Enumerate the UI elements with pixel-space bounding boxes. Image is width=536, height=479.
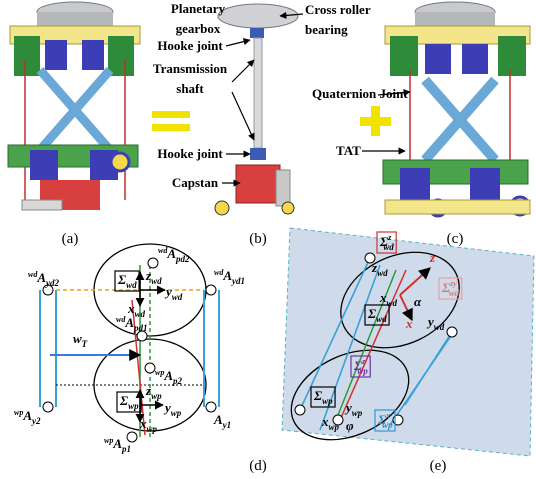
label-sub: wd: [383, 242, 394, 252]
math-label: zwd: [145, 268, 162, 286]
label-sub: wd: [135, 309, 146, 319]
callout-line: bearing: [305, 22, 348, 37]
robot-rendering-c: [383, 2, 530, 216]
math-label: Σwd: [117, 272, 137, 290]
label-sub: yd1: [231, 276, 245, 286]
label-sub: wp: [171, 408, 182, 418]
label-sub: wd: [151, 276, 162, 286]
math-label: Ay1: [213, 412, 231, 430]
label-sub: T: [82, 339, 88, 349]
label-sub: wp: [147, 424, 158, 434]
label-base: A: [112, 436, 122, 451]
math-label: wT: [73, 331, 88, 349]
equals-sign: [152, 111, 190, 118]
label-sup: zy: [449, 279, 457, 288]
label-base: Σ: [119, 393, 128, 408]
label-sub: wp: [151, 391, 162, 401]
label-sub: pd2: [175, 254, 190, 264]
label-sub: wd: [172, 292, 183, 302]
label-sup: x: [385, 411, 390, 420]
label-base: Σ: [313, 388, 322, 403]
panel-label: (b): [249, 231, 267, 247]
label-base: A: [36, 270, 46, 285]
callout: Cross roller bearing: [305, 2, 371, 37]
math-label: α: [414, 294, 422, 309]
math-label: ywd: [164, 284, 183, 302]
label-sub: wd: [449, 288, 460, 298]
math-label: xwp: [139, 416, 158, 434]
label-sub: wd: [434, 322, 445, 332]
label-base: A: [124, 315, 134, 330]
diagram-e: [277, 228, 534, 457]
math-label: z: [429, 250, 436, 265]
label-pre: wp: [14, 408, 23, 417]
label-base: α: [414, 294, 422, 309]
math-label: wdAyd1: [214, 268, 245, 286]
label-sub: y1: [222, 420, 232, 430]
label-pre: wp: [104, 436, 113, 445]
callout: TAT: [336, 143, 361, 158]
plus-sign: [360, 117, 391, 126]
label-base: w: [73, 331, 82, 346]
label-sub: wd: [387, 298, 398, 308]
callout-arrow: [226, 40, 250, 46]
label-sub: wp: [128, 401, 139, 411]
math-label: Σwp: [119, 393, 139, 411]
callout-line: Hooke joint: [157, 38, 223, 53]
label-base: A: [22, 408, 32, 423]
figure: (a) (b) (c) (d) (e) Planetary gearbox Cross rol…: [0, 0, 536, 479]
label-sub: wd: [376, 314, 387, 324]
math-label: wpAy2: [14, 408, 41, 426]
label-base: Σ: [117, 272, 126, 287]
label-sub: wp: [357, 366, 368, 376]
label-base: A: [222, 268, 232, 283]
label-sub: y2: [31, 416, 41, 426]
label-sub: yd2: [45, 278, 59, 288]
callout-line: gearbox: [176, 21, 221, 36]
callout-line: Capstan: [172, 175, 219, 190]
callout: Transmission shaft: [153, 61, 228, 96]
panel-label: (e): [430, 458, 447, 474]
callout-arrow: [232, 60, 254, 82]
math-label: wpAp2: [155, 368, 183, 386]
callout: Hooke joint: [157, 146, 223, 161]
label-base: A: [213, 412, 223, 427]
label-base: Σ: [367, 306, 376, 321]
callout-line: Transmission: [153, 61, 228, 76]
callout-line: Hooke joint: [157, 146, 223, 161]
math-label: wdAyd2: [28, 270, 60, 288]
label-sub: wd: [126, 280, 137, 290]
equals-sign: [152, 124, 190, 131]
label-base: x: [405, 316, 413, 331]
callout-line: Planetary: [171, 1, 226, 16]
label-sub: p1: [121, 444, 131, 454]
robot-rendering-a: [8, 2, 140, 210]
label-sub: p2: [172, 376, 183, 386]
label-sub: wp: [382, 420, 393, 430]
panel-label: (c): [447, 231, 464, 247]
math-label: zwp: [145, 383, 162, 401]
label-sub: wp: [322, 396, 333, 406]
panel-label: (d): [249, 458, 267, 474]
panel-label: (a): [62, 231, 79, 247]
label-sub: wp: [352, 408, 363, 418]
label-base: z: [429, 250, 436, 265]
callout-line: Cross roller: [305, 2, 371, 17]
label-sub: wp: [329, 422, 340, 432]
label-base: A: [166, 246, 176, 261]
label-base: φ: [346, 418, 354, 433]
label-sub: wd: [377, 268, 388, 278]
math-label: wdApd2: [158, 246, 190, 264]
callout: Hooke joint: [157, 38, 223, 53]
math-label: x: [405, 316, 413, 331]
callout-arrow: [232, 92, 254, 140]
callout: Capstan: [172, 175, 219, 190]
callout: Planetary gearbox: [171, 1, 226, 36]
callout-line: shaft: [176, 81, 204, 96]
math-label: φ: [346, 418, 354, 433]
math-label: ywp: [163, 400, 182, 418]
label-sub: pd1: [133, 323, 148, 333]
label-base: A: [163, 368, 173, 383]
label-pre: wp: [155, 368, 164, 377]
